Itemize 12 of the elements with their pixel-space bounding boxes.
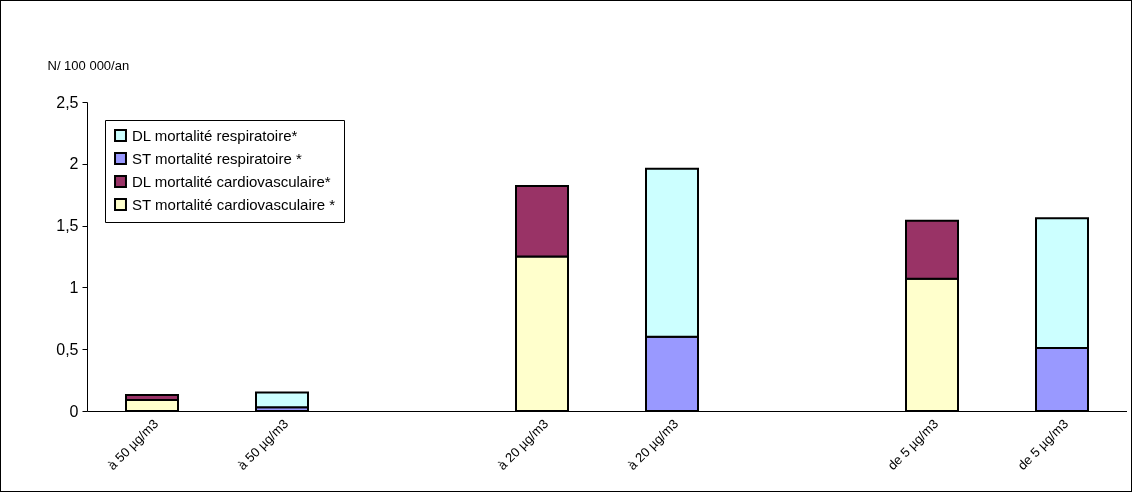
legend-label: ST mortalité respiratoire *: [132, 149, 302, 167]
y-tick-label: 0: [69, 402, 79, 420]
y-tick-label: 1,5: [56, 217, 79, 235]
y-tick-label: 2: [69, 155, 79, 173]
legend-label: DL mortalité cardiovasculaire*: [132, 172, 331, 190]
y-tick-label: 0,5: [56, 340, 79, 358]
y-tick-label: 2,5: [56, 93, 79, 111]
legend-label: DL mortalité respiratoire*: [132, 126, 298, 144]
bar: [255, 391, 309, 409]
y-axis-title: N/ 100 000/an: [47, 57, 130, 73]
y-tick-label: 1: [69, 278, 79, 296]
legend-label: ST mortalité cardiovasculaire *: [132, 195, 336, 213]
